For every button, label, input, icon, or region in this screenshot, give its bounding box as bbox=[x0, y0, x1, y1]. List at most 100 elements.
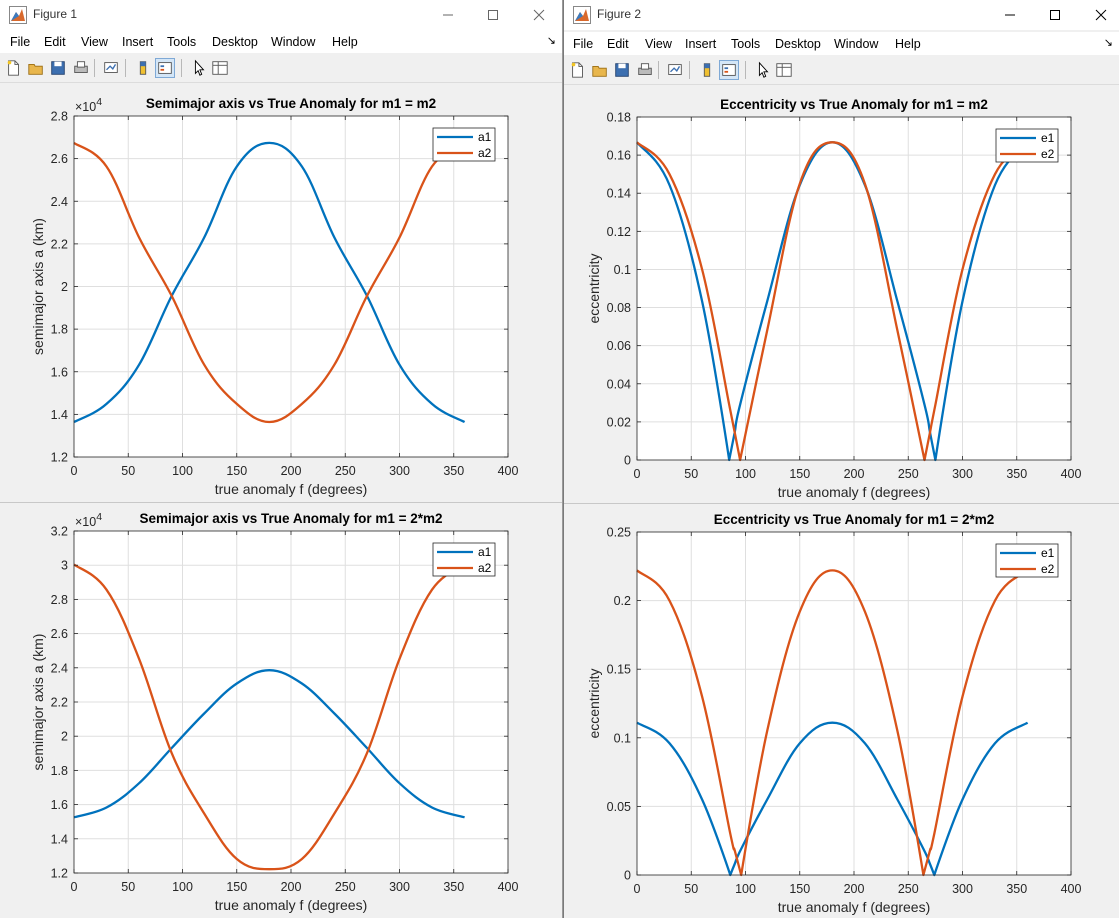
new-figure-button[interactable] bbox=[568, 60, 588, 80]
colorbar-button[interactable] bbox=[133, 58, 153, 78]
title-bar[interactable]: Figure 2 bbox=[564, 0, 1119, 30]
pointer-icon bbox=[194, 59, 205, 76]
minimize-icon bbox=[1005, 14, 1015, 16]
menu-help[interactable]: Help bbox=[332, 35, 358, 49]
x-tick-label: 300 bbox=[389, 464, 410, 478]
x-tick-label: 350 bbox=[1006, 882, 1027, 896]
series-line-a1 bbox=[73, 141, 466, 424]
menu-edit[interactable]: Edit bbox=[607, 37, 629, 51]
menu-window[interactable]: Window bbox=[834, 37, 879, 51]
maximize-icon bbox=[488, 10, 498, 20]
colorbar-icon bbox=[139, 61, 147, 75]
menu-edit[interactable]: Edit bbox=[44, 35, 66, 49]
menu-insert[interactable]: Insert bbox=[122, 35, 154, 49]
menu-bar: File Edit View Insert Tools Desktop Wind… bbox=[564, 32, 1119, 55]
x-tick-label: 300 bbox=[389, 880, 410, 894]
menu-window[interactable]: Window bbox=[271, 35, 316, 49]
menu-view[interactable]: View bbox=[81, 35, 108, 49]
dock-arrow-icon[interactable]: ↘ bbox=[546, 35, 556, 47]
menu-file[interactable]: File bbox=[573, 37, 594, 51]
pointer-button[interactable] bbox=[189, 58, 209, 78]
link-plot-button[interactable] bbox=[101, 58, 121, 78]
minimize-button[interactable] bbox=[987, 0, 1033, 30]
open-icon bbox=[28, 63, 43, 75]
x-tick-label: 250 bbox=[898, 882, 919, 896]
x-tick-label: 400 bbox=[1061, 467, 1082, 481]
y-tick-label: 2.4 bbox=[51, 195, 68, 209]
legend-icon bbox=[158, 62, 172, 74]
colorbar-button[interactable] bbox=[697, 60, 717, 80]
plot-canvas: 0 50 100 150 200 250 300 350 400 0 0.02 0.04 0.06 0.0… bbox=[586, 97, 1082, 500]
x-tick-label: 0 bbox=[71, 464, 78, 478]
x-tick-label: 400 bbox=[498, 880, 519, 894]
x-tick-label: 150 bbox=[789, 467, 810, 481]
menu-help[interactable]: Help bbox=[895, 37, 921, 51]
menu-insert[interactable]: Insert bbox=[685, 37, 717, 51]
subplot-top: 0 50 100 150 200 250 300 350 400 0 0.02 0.04 0.06 0.0… bbox=[564, 85, 1119, 503]
x-tick-label: 350 bbox=[443, 464, 464, 478]
save-button[interactable] bbox=[612, 60, 632, 80]
y-tick-label: 0.05 bbox=[607, 800, 631, 814]
open-button[interactable] bbox=[590, 60, 610, 80]
save-button[interactable] bbox=[48, 58, 68, 78]
y-tick-label: 0.14 bbox=[607, 187, 631, 201]
x-tick-label: 150 bbox=[226, 880, 247, 894]
toolbar-separator bbox=[689, 61, 690, 79]
x-tick-label: 400 bbox=[1061, 882, 1082, 896]
menu-tools[interactable]: Tools bbox=[167, 35, 197, 49]
new-figure-icon bbox=[7, 60, 19, 76]
menu-desktop[interactable]: Desktop bbox=[212, 35, 258, 49]
close-button[interactable] bbox=[1078, 0, 1119, 30]
y-tick-label: 1.2 bbox=[51, 867, 68, 881]
dock-arrow-icon[interactable]: ↘ bbox=[1103, 37, 1113, 49]
open-button[interactable] bbox=[26, 58, 46, 78]
matlab-logo-icon bbox=[9, 6, 27, 24]
menu-tools[interactable]: Tools bbox=[731, 37, 761, 51]
property-inspector-button[interactable] bbox=[210, 58, 230, 78]
y-tick-label: 0.08 bbox=[607, 301, 631, 315]
plot-title: Eccentricity vs True Anomaly for m1 = m2 bbox=[720, 97, 988, 112]
y-tick-label: 0 bbox=[624, 869, 631, 883]
title-bar[interactable]: Figure 1 bbox=[0, 0, 562, 30]
x-tick-label: 0 bbox=[634, 882, 641, 896]
print-button[interactable] bbox=[71, 58, 91, 78]
y-tick-label: 0.12 bbox=[607, 225, 631, 239]
pointer-button[interactable] bbox=[753, 60, 773, 80]
figure-toolbar bbox=[564, 57, 1119, 85]
link-plot-button[interactable] bbox=[665, 60, 685, 80]
property-inspector-button[interactable] bbox=[774, 60, 794, 80]
legend-button[interactable] bbox=[719, 60, 739, 80]
close-button[interactable] bbox=[516, 0, 562, 30]
legend-button[interactable] bbox=[155, 58, 175, 78]
link-plot-icon bbox=[104, 62, 118, 73]
y-tick-label: 2 bbox=[61, 280, 68, 294]
menu-desktop[interactable]: Desktop bbox=[775, 37, 821, 51]
y-tick-label: 1.6 bbox=[51, 798, 68, 812]
maximize-button[interactable] bbox=[470, 0, 516, 30]
x-tick-label: 200 bbox=[844, 882, 865, 896]
legend-label-a2: a2 bbox=[478, 146, 492, 160]
x-tick-label: 0 bbox=[634, 467, 641, 481]
minimize-button[interactable] bbox=[425, 0, 471, 30]
menu-file[interactable]: File bbox=[10, 35, 31, 49]
y-tick-label: 0.2 bbox=[614, 594, 631, 608]
new-figure-button[interactable] bbox=[4, 58, 24, 78]
figure1-window: Figure 1 File Edit View Insert Tools Des… bbox=[0, 0, 563, 918]
x-tick-label: 100 bbox=[172, 880, 193, 894]
y-tick-label: 0.04 bbox=[607, 377, 631, 391]
x-tick-label: 0 bbox=[71, 880, 78, 894]
y-tick-label: 2.2 bbox=[51, 237, 68, 251]
x-tick-label: 200 bbox=[281, 464, 302, 478]
legend-label-a1: a1 bbox=[478, 130, 492, 144]
menu-view[interactable]: View bbox=[645, 37, 672, 51]
x-tick-label: 150 bbox=[789, 882, 810, 896]
print-button[interactable] bbox=[635, 60, 655, 80]
x-tick-label: 50 bbox=[684, 467, 698, 481]
maximize-button[interactable] bbox=[1032, 0, 1078, 30]
menu-bar: File Edit View Insert Tools Desktop Wind… bbox=[0, 30, 562, 53]
figure-toolbar bbox=[0, 55, 562, 83]
